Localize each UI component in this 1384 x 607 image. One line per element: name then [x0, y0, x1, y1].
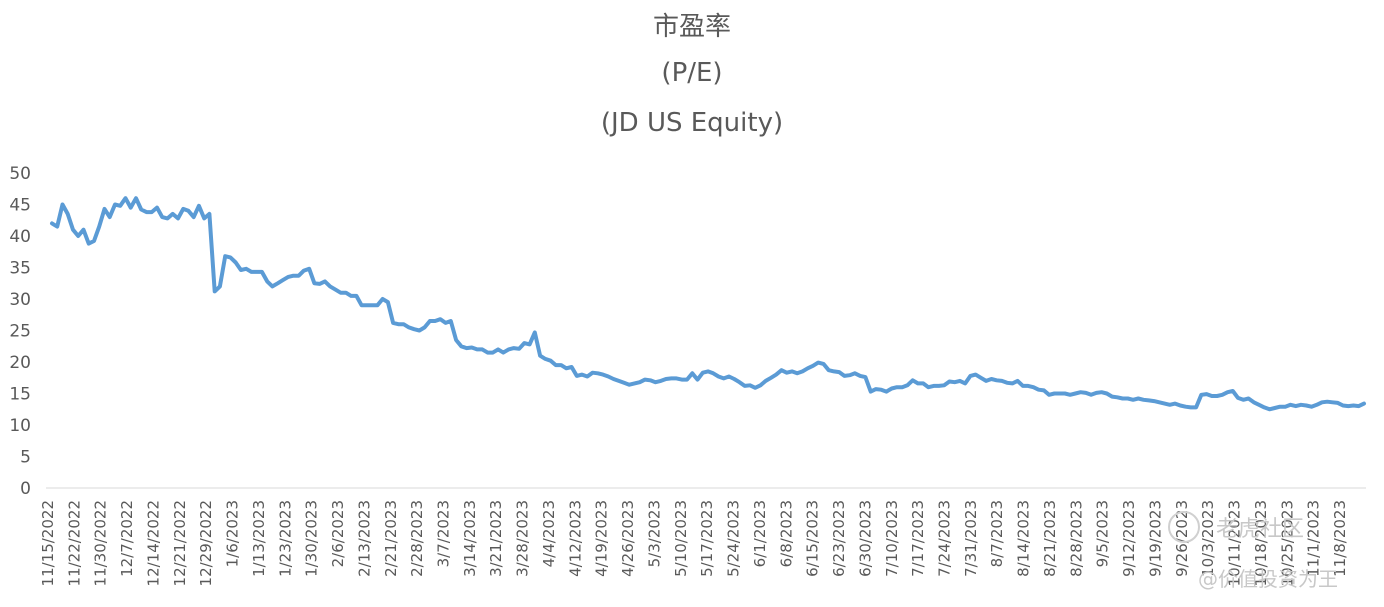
y-tick-label: 45: [9, 196, 31, 216]
series-group: [50, 196, 1366, 412]
y-tick-label: 0: [20, 479, 31, 499]
x-tick-label: 12/7/2022: [118, 500, 136, 577]
y-tick-label: 10: [9, 416, 31, 436]
x-tick-label: 1/6/2023: [224, 500, 242, 567]
y-tick-label: 40: [9, 227, 31, 247]
x-tick-label: 8/21/2023: [1041, 500, 1059, 577]
x-tick-label: 5/24/2023: [725, 500, 743, 577]
y-tick-label: 5: [20, 448, 31, 468]
watermark: 老虎社区 @价值投资为王: [1168, 511, 1338, 591]
x-tick-label: 9/26/2023: [1173, 500, 1191, 577]
x-tick-label: 6/15/2023: [804, 500, 822, 577]
x-axis: 11/15/2022 11/22/2022 11/30/2022 12/7/2022 1…: [39, 500, 1349, 586]
x-tick-label: 6/30/2023: [856, 500, 874, 577]
x-tick-label: 3/21/2023: [487, 500, 505, 577]
x-tick-label: 12/14/2022: [145, 500, 163, 586]
x-tick-label: 10/3/2023: [1199, 500, 1217, 577]
x-tick-label: 11/22/2022: [65, 500, 83, 586]
y-tick-label: 15: [9, 385, 31, 405]
x-tick-label: 7/31/2023: [962, 500, 980, 577]
x-tick-label: 8/14/2023: [1015, 500, 1033, 577]
x-tick-label: 6/1/2023: [751, 500, 769, 567]
x-tick-label: 7/10/2023: [883, 500, 901, 577]
x-tick-label: 1/23/2023: [276, 500, 294, 577]
x-tick-label: 10/11/2023: [1226, 500, 1244, 586]
x-tick-label: 6/8/2023: [777, 500, 795, 567]
x-tick-label: 3/28/2023: [514, 500, 532, 577]
x-tick-label: 11/15/2022: [39, 500, 57, 586]
y-axis: 0 5 10 15 20 25 30 35 40 45 50: [9, 164, 31, 499]
x-tick-label: 12/21/2022: [171, 500, 189, 586]
x-tick-label: 4/26/2023: [619, 500, 637, 577]
x-tick-label: 2/13/2023: [355, 500, 373, 577]
x-tick-label: 5/17/2023: [698, 500, 716, 577]
x-tick-label: 1/30/2023: [303, 500, 321, 577]
x-tick-label: 5/10/2023: [672, 500, 690, 577]
x-tick-label: 12/29/2022: [197, 500, 215, 586]
y-tick-label: 30: [9, 290, 31, 310]
series-line: [50, 196, 1366, 412]
watermark-text: 老虎社区: [1216, 517, 1304, 542]
chart-subtitle-ticker: (JD US Equity): [600, 108, 784, 138]
watermark-logo-icon: [1168, 511, 1200, 543]
x-tick-label: 11/1/2023: [1305, 500, 1323, 577]
chart-title: 市盈率: [652, 12, 731, 42]
y-tick-label: 25: [9, 322, 31, 342]
x-tick-label: 7/24/2023: [936, 500, 954, 577]
y-tick-label: 20: [9, 353, 31, 373]
chart-subtitle: (P/E): [661, 58, 723, 88]
y-tick-label: 50: [9, 164, 31, 184]
x-tick-label: 4/4/2023: [540, 500, 558, 567]
x-tick-label: 10/25/2023: [1278, 500, 1296, 586]
x-tick-label: 9/12/2023: [1120, 500, 1138, 577]
x-tick-label: 2/28/2023: [408, 500, 426, 577]
x-tick-label: 8/7/2023: [988, 500, 1006, 567]
x-tick-label: 5/3/2023: [645, 500, 663, 567]
x-tick-label: 6/23/2023: [830, 500, 848, 577]
x-tick-label: 9/5/2023: [1094, 500, 1112, 567]
x-tick-label: 2/21/2023: [382, 500, 400, 577]
watermark-handle: @价值投资为王: [1198, 567, 1338, 591]
x-tick-label: 7/17/2023: [909, 500, 927, 577]
x-tick-label: 11/30/2022: [92, 500, 110, 586]
x-tick-label: 2/6/2023: [329, 500, 347, 567]
x-tick-label: 3/14/2023: [461, 500, 479, 577]
x-tick-label: 3/7/2023: [435, 500, 453, 567]
y-tick-label: 35: [9, 259, 31, 279]
x-tick-label: 11/8/2023: [1331, 500, 1349, 577]
x-tick-label: 1/13/2023: [250, 500, 268, 577]
x-tick-label: 8/28/2023: [1067, 500, 1085, 577]
x-tick-label: 4/12/2023: [566, 500, 584, 577]
x-tick-label: 9/19/2023: [1146, 500, 1164, 577]
x-tick-label: 10/18/2023: [1252, 500, 1270, 586]
x-tick-label: 4/19/2023: [593, 500, 611, 577]
